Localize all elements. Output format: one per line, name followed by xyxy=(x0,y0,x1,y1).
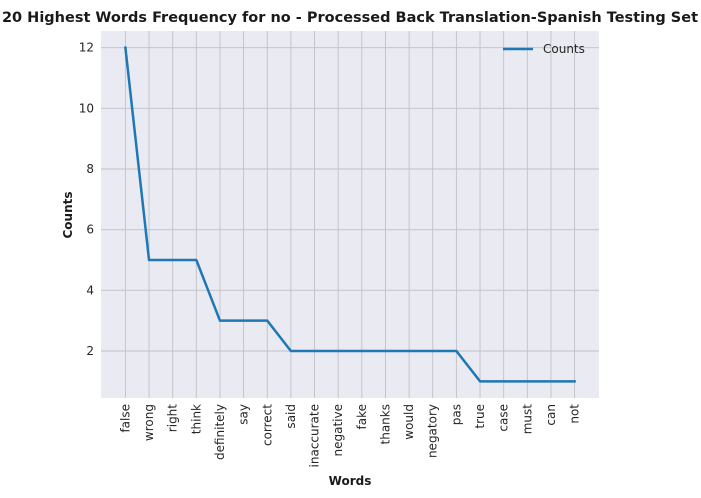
y-tick-label: 2 xyxy=(86,344,94,358)
x-tick-label: not xyxy=(568,404,582,424)
grid xyxy=(101,31,599,398)
x-tick-label: say xyxy=(237,404,251,425)
legend-label-counts: Counts xyxy=(543,42,585,56)
x-tick-label: said xyxy=(284,404,298,429)
y-tick-label: 4 xyxy=(86,283,94,297)
plot-area xyxy=(101,31,599,398)
x-axis-ticks: false wrong right think definitely say correct… xyxy=(118,404,581,468)
x-tick-label: case xyxy=(497,404,511,432)
y-tick-label: 8 xyxy=(86,162,94,176)
x-tick-label: must xyxy=(520,404,534,435)
x-tick-label: think xyxy=(189,404,203,434)
legend: Counts xyxy=(503,42,585,56)
y-tick-label: 10 xyxy=(79,101,94,115)
x-tick-label: negative xyxy=(331,404,345,456)
y-axis-ticks: 2 4 6 8 10 12 xyxy=(79,41,94,358)
series-line-counts xyxy=(124,46,576,383)
x-tick-label: definitely xyxy=(213,404,227,460)
x-axis-label: Words xyxy=(329,474,372,488)
x-tick-label: negatory xyxy=(426,404,440,458)
x-tick-label: fake xyxy=(355,404,369,429)
x-tick-label: wrong xyxy=(142,404,156,441)
series-layer xyxy=(124,46,576,383)
x-tick-label: thanks xyxy=(378,404,392,444)
x-tick-label: correct xyxy=(260,404,274,446)
y-tick-label: 6 xyxy=(86,223,94,237)
x-tick-label: would xyxy=(402,404,416,440)
x-tick-label: can xyxy=(544,404,558,426)
y-axis-label: Counts xyxy=(61,191,75,238)
x-tick-label: pas xyxy=(449,404,463,425)
x-tick-label: inaccurate xyxy=(308,404,322,467)
x-tick-label: false xyxy=(118,404,132,433)
y-tick-label: 12 xyxy=(79,41,94,55)
x-tick-label: true xyxy=(473,404,487,429)
chart-title: 20 Highest Words Frequency for no - Proc… xyxy=(2,10,698,26)
x-tick-label: right xyxy=(166,404,180,432)
